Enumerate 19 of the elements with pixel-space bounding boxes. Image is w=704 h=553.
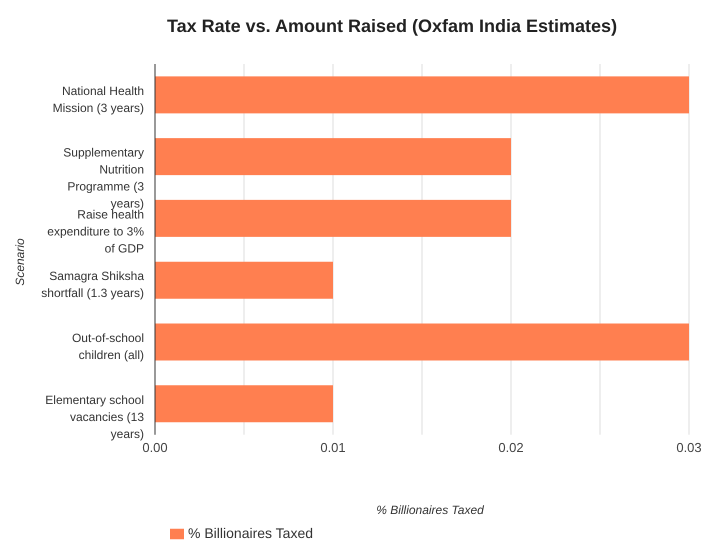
bar — [155, 200, 511, 237]
x-tick-label: 0.03 — [676, 440, 702, 455]
chart-title: Tax Rate vs. Amount Raised (Oxfam India Estimates) — [166, 16, 618, 37]
bar — [155, 76, 689, 114]
legend-label: % Billionaires Taxed — [188, 524, 314, 541]
y-axis-title: Scenario — [13, 237, 27, 288]
bar — [155, 138, 511, 176]
x-axis-title: % Billionaires Taxed — [375, 503, 485, 517]
y-tick-label: National Health Mission (3 years) — [52, 84, 144, 115]
bar — [155, 323, 689, 360]
bar — [155, 262, 333, 299]
y-tick-label: Samagra Shiksha shortfall (1.3 years) — [41, 269, 144, 300]
x-tick-label: 0.00 — [142, 440, 168, 455]
y-tick-label: Out-of-school children (all) — [72, 331, 144, 362]
bar — [155, 385, 333, 422]
y-tick-label: Elementary school vacancies (13 years) — [45, 392, 144, 441]
x-tick-label: 0.02 — [498, 440, 524, 455]
y-tick-label: Supplementary Nutrition Programme (3 years) — [63, 146, 144, 211]
x-tick-label: 0.01 — [320, 440, 346, 455]
